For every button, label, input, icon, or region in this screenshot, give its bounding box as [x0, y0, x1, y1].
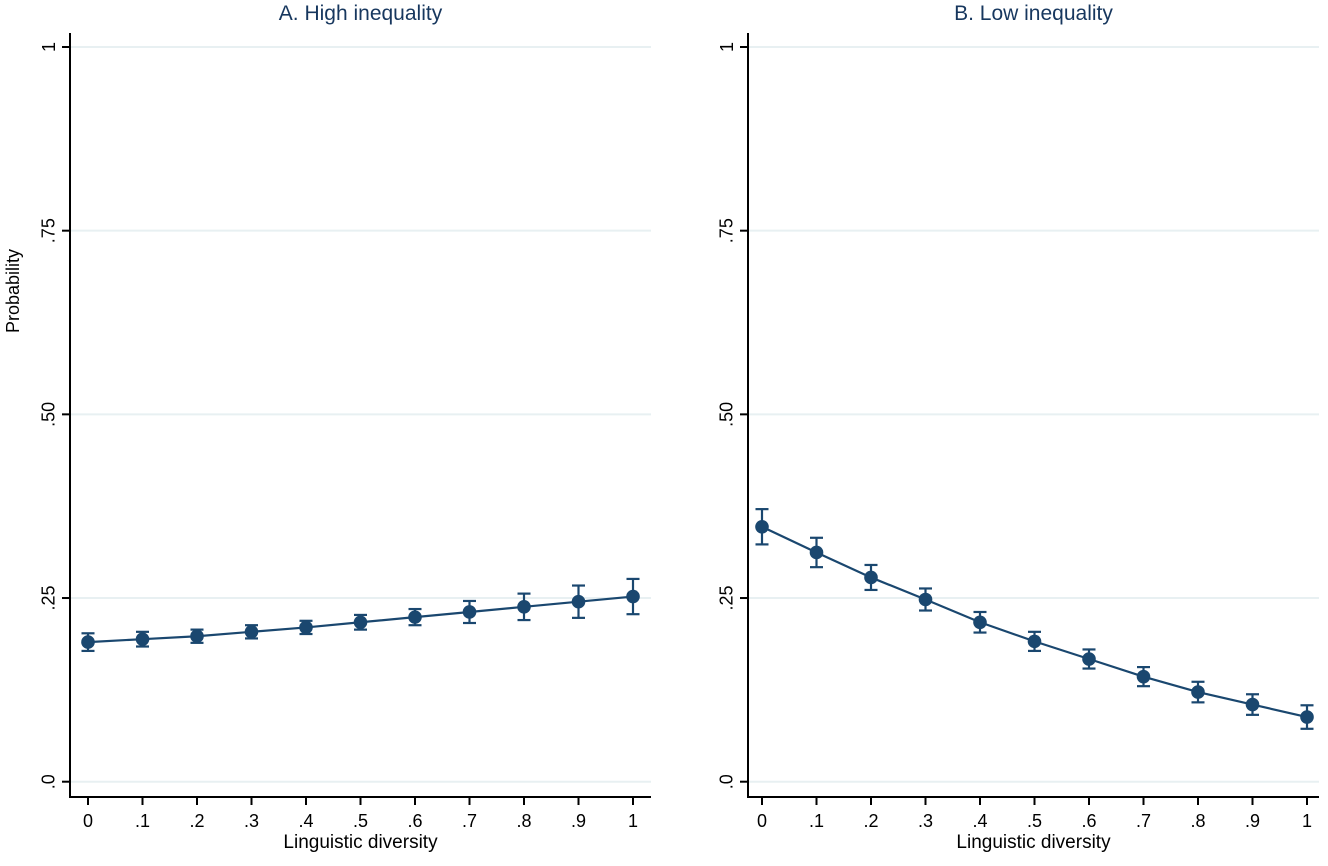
data-point-marker: [1136, 669, 1151, 684]
data-point-marker: [626, 589, 640, 604]
x-tick-label: 0: [83, 811, 93, 831]
y-tick-label: .25: [39, 586, 59, 611]
x-tick-label: .4: [298, 811, 313, 831]
data-point-marker: [1245, 697, 1260, 712]
x-tick-label: 0: [757, 811, 767, 831]
data-point-marker: [462, 605, 477, 619]
x-tick-label: .7: [1136, 811, 1151, 831]
x-tick-label: .9: [1245, 811, 1260, 831]
y-tick-label: 1: [717, 42, 737, 52]
x-tick-label: .5: [1027, 811, 1042, 831]
x-tick-label: .2: [863, 811, 878, 831]
x-tick-label: 1: [628, 811, 638, 831]
data-point-marker: [1082, 652, 1096, 666]
x-tick-label: .2: [189, 811, 204, 831]
data-point-marker: [864, 570, 878, 585]
data-point-marker: [81, 635, 95, 649]
series-line: [761, 525, 1308, 719]
data-point-marker: [973, 615, 987, 630]
data-point-marker: [1300, 710, 1314, 724]
y-tick-label: .75: [717, 218, 737, 243]
x-tick-label: .3: [244, 811, 259, 831]
data-point-marker: [571, 594, 586, 609]
x-tick-label: .1: [135, 811, 150, 831]
x-tick-label: .6: [1081, 811, 1096, 831]
y-tick-label: .50: [39, 402, 59, 427]
data-point-marker: [809, 545, 824, 560]
y-tick-label: .0: [39, 774, 59, 789]
x-tick-label: .7: [462, 811, 477, 831]
data-point-marker: [1027, 634, 1042, 649]
x-tick-label: .1: [809, 811, 824, 831]
y-tick-label: .0: [717, 774, 737, 789]
y-tick-label: .75: [39, 218, 59, 243]
panel-a-title: A. High inequality: [278, 2, 443, 25]
y-tick-label: .25: [717, 586, 737, 611]
panel-b-title: B. Low inequality: [954, 2, 1113, 25]
data-point-marker: [244, 625, 259, 639]
panel-a-x-axis-title: Linguistic diversity: [283, 832, 438, 853]
x-tick-label: .6: [407, 811, 422, 831]
data-point-marker: [135, 632, 150, 646]
x-tick-label: 1: [1302, 811, 1312, 831]
x-tick-label: .5: [353, 811, 368, 831]
x-tick-label: .3: [918, 811, 933, 831]
x-tick-label: .8: [516, 811, 531, 831]
data-point-marker: [1191, 685, 1205, 699]
data-point-marker: [353, 615, 368, 630]
panel-b-x-axis-title: Linguistic diversity: [956, 832, 1111, 853]
y-tick-label: 1: [39, 42, 59, 52]
data-point-marker: [408, 610, 422, 624]
y-tick-label: .50: [717, 402, 737, 427]
data-point-marker: [299, 620, 313, 635]
x-tick-label: .9: [571, 811, 586, 831]
data-point-marker: [190, 629, 204, 644]
x-tick-label: .4: [972, 811, 987, 831]
data-point-marker: [517, 600, 531, 614]
data-point-marker: [755, 519, 769, 534]
data-point-marker: [918, 592, 933, 607]
x-tick-label: .8: [1190, 811, 1205, 831]
